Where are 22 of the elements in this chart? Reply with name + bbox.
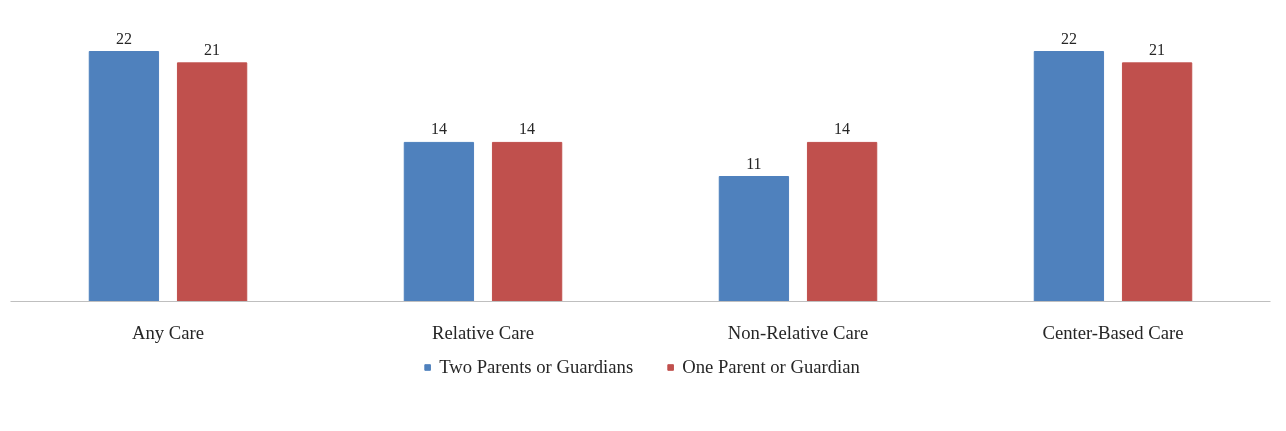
x-tick-label: Center-Based Care — [1042, 321, 1184, 343]
bar — [718, 176, 790, 302]
data-label: 14 — [430, 120, 447, 138]
x-tick-label: Relative Care — [431, 321, 535, 343]
data-label: 11 — [746, 154, 762, 172]
data-label: 14 — [834, 120, 851, 138]
legend-label: One Parent or Guardian — [682, 356, 860, 378]
data-label: 14 — [519, 120, 536, 138]
bar — [176, 62, 248, 302]
data-label: 22 — [115, 29, 132, 47]
bar — [491, 141, 563, 302]
bar — [806, 141, 878, 302]
data-label: 21 — [1149, 40, 1166, 58]
bar — [88, 51, 160, 302]
x-tick-label: Any Care — [131, 321, 205, 343]
data-label: 21 — [204, 40, 221, 58]
x-tick-label: Non-Relative Care — [727, 321, 869, 343]
data-label: 22 — [1060, 29, 1077, 47]
bar — [1121, 62, 1193, 302]
legend-label: Two Parents or Guardians — [439, 356, 634, 378]
bar — [403, 141, 475, 302]
bar — [1033, 51, 1105, 302]
